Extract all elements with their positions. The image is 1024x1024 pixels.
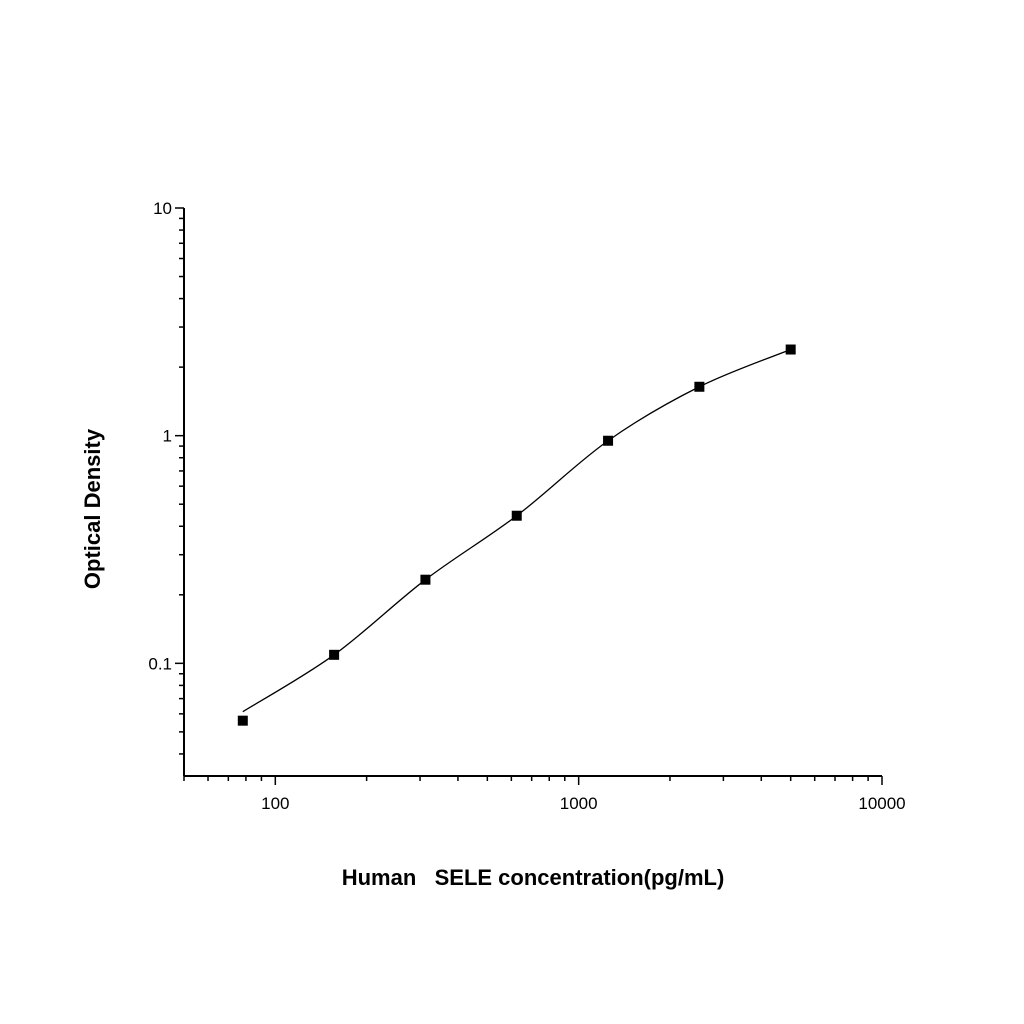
y-tick-label: 10 [153,199,172,218]
data-point [329,649,340,660]
axes: 100 1000 10000 0.1 1 10 [148,199,905,813]
data-point [237,715,248,726]
data-points [237,344,796,726]
data-point [785,344,796,355]
y-tick-label: 1 [163,427,172,446]
x-tick-label: 1000 [560,794,598,813]
data-point [420,574,431,585]
fit-curve [242,348,791,713]
x-axis-label: Human SELE concentration(pg/mL) [342,865,725,890]
data-point [511,510,522,521]
x-tick-label: 100 [261,794,289,813]
y-tick-label: 0.1 [148,654,172,673]
y-axis-label: Optical Density [80,428,105,589]
x-tick-label: 10000 [858,794,905,813]
data-point [603,435,614,446]
data-point [694,381,705,392]
